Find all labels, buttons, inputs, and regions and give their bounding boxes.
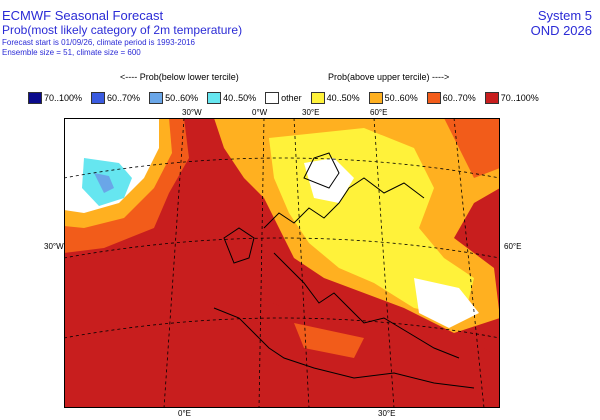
forecast-title: ECMWF Seasonal Forecast bbox=[2, 8, 164, 23]
period-label: OND 2026 bbox=[530, 23, 592, 38]
legend-item: 70..100% bbox=[484, 92, 539, 104]
legend-above-heading: Prob(above upper tercile) ----> bbox=[328, 72, 450, 82]
forecast-map-svg bbox=[63, 117, 501, 409]
legend: 70..100% 60..70% 50..60% 40..50% other 40..50… bbox=[28, 92, 548, 104]
lon-label-30w: 30°W bbox=[182, 108, 202, 117]
coastlines bbox=[213, 152, 475, 389]
field-60-70-med bbox=[294, 323, 364, 358]
legend-item: 60..70% bbox=[91, 92, 140, 104]
legend-below-heading: <---- Prob(below lower tercile) bbox=[120, 72, 239, 82]
lon-label-0w: 0°W bbox=[252, 108, 268, 117]
legend-label: 40..50% bbox=[223, 93, 257, 103]
legend-label: 50..60% bbox=[384, 93, 418, 103]
lat-label-left: 30°W bbox=[44, 242, 64, 251]
system-block: System 5 OND 2026 bbox=[531, 8, 592, 38]
legend-item: 50..60% bbox=[368, 92, 418, 104]
legend-label: 70..100% bbox=[44, 93, 83, 103]
forecast-start-info: Forecast start is 01/09/26, climate peri… bbox=[2, 38, 195, 47]
legend-label: other bbox=[281, 93, 302, 103]
legend-swatch bbox=[265, 92, 280, 104]
legend-swatch bbox=[484, 92, 499, 104]
legend-swatch bbox=[149, 92, 164, 104]
lat-label-right: 60°E bbox=[504, 242, 522, 251]
legend-swatch bbox=[91, 92, 106, 104]
field-60-70-north bbox=[444, 118, 500, 178]
field-other-east bbox=[414, 278, 479, 328]
legend-swatch bbox=[28, 92, 42, 104]
legend-item: 50..60% bbox=[149, 92, 198, 104]
lon-label-30e-bottom: 30°E bbox=[378, 409, 396, 418]
legend-item: 40..50% bbox=[207, 92, 256, 104]
legend-swatch bbox=[310, 92, 325, 104]
field-other-scandinavia bbox=[304, 158, 354, 203]
legend-label: 40..50% bbox=[326, 93, 360, 103]
legend-label: 50..60% bbox=[165, 93, 199, 103]
title-block: ECMWF Seasonal Forecast Prob(most likely… bbox=[2, 8, 242, 58]
legend-item: 60..70% bbox=[426, 92, 476, 104]
map-frame bbox=[64, 118, 500, 408]
map bbox=[63, 117, 501, 409]
legend-swatch bbox=[207, 92, 222, 104]
legend-item: 40..50% bbox=[310, 92, 360, 104]
legend-item: other bbox=[265, 92, 302, 104]
system-label: System 5 bbox=[537, 8, 592, 23]
ensemble-info: Ensemble size = 51, climate size = 600 bbox=[2, 48, 141, 57]
legend-swatch bbox=[368, 92, 383, 104]
legend-item: 70..100% bbox=[28, 92, 82, 104]
lon-label-30e: 30°E bbox=[302, 108, 320, 117]
legend-label: 70..100% bbox=[500, 93, 539, 103]
graticule bbox=[63, 117, 501, 409]
lon-label-60e: 60°E bbox=[370, 108, 388, 117]
lon-label-0e-bottom: 0°E bbox=[178, 409, 191, 418]
forecast-subtitle: Prob(most likely category of 2m temperat… bbox=[2, 23, 243, 37]
legend-label: 60..70% bbox=[442, 93, 476, 103]
legend-swatch bbox=[426, 92, 441, 104]
legend-label: 60..70% bbox=[107, 93, 141, 103]
field-cold-50-60 bbox=[94, 173, 114, 193]
